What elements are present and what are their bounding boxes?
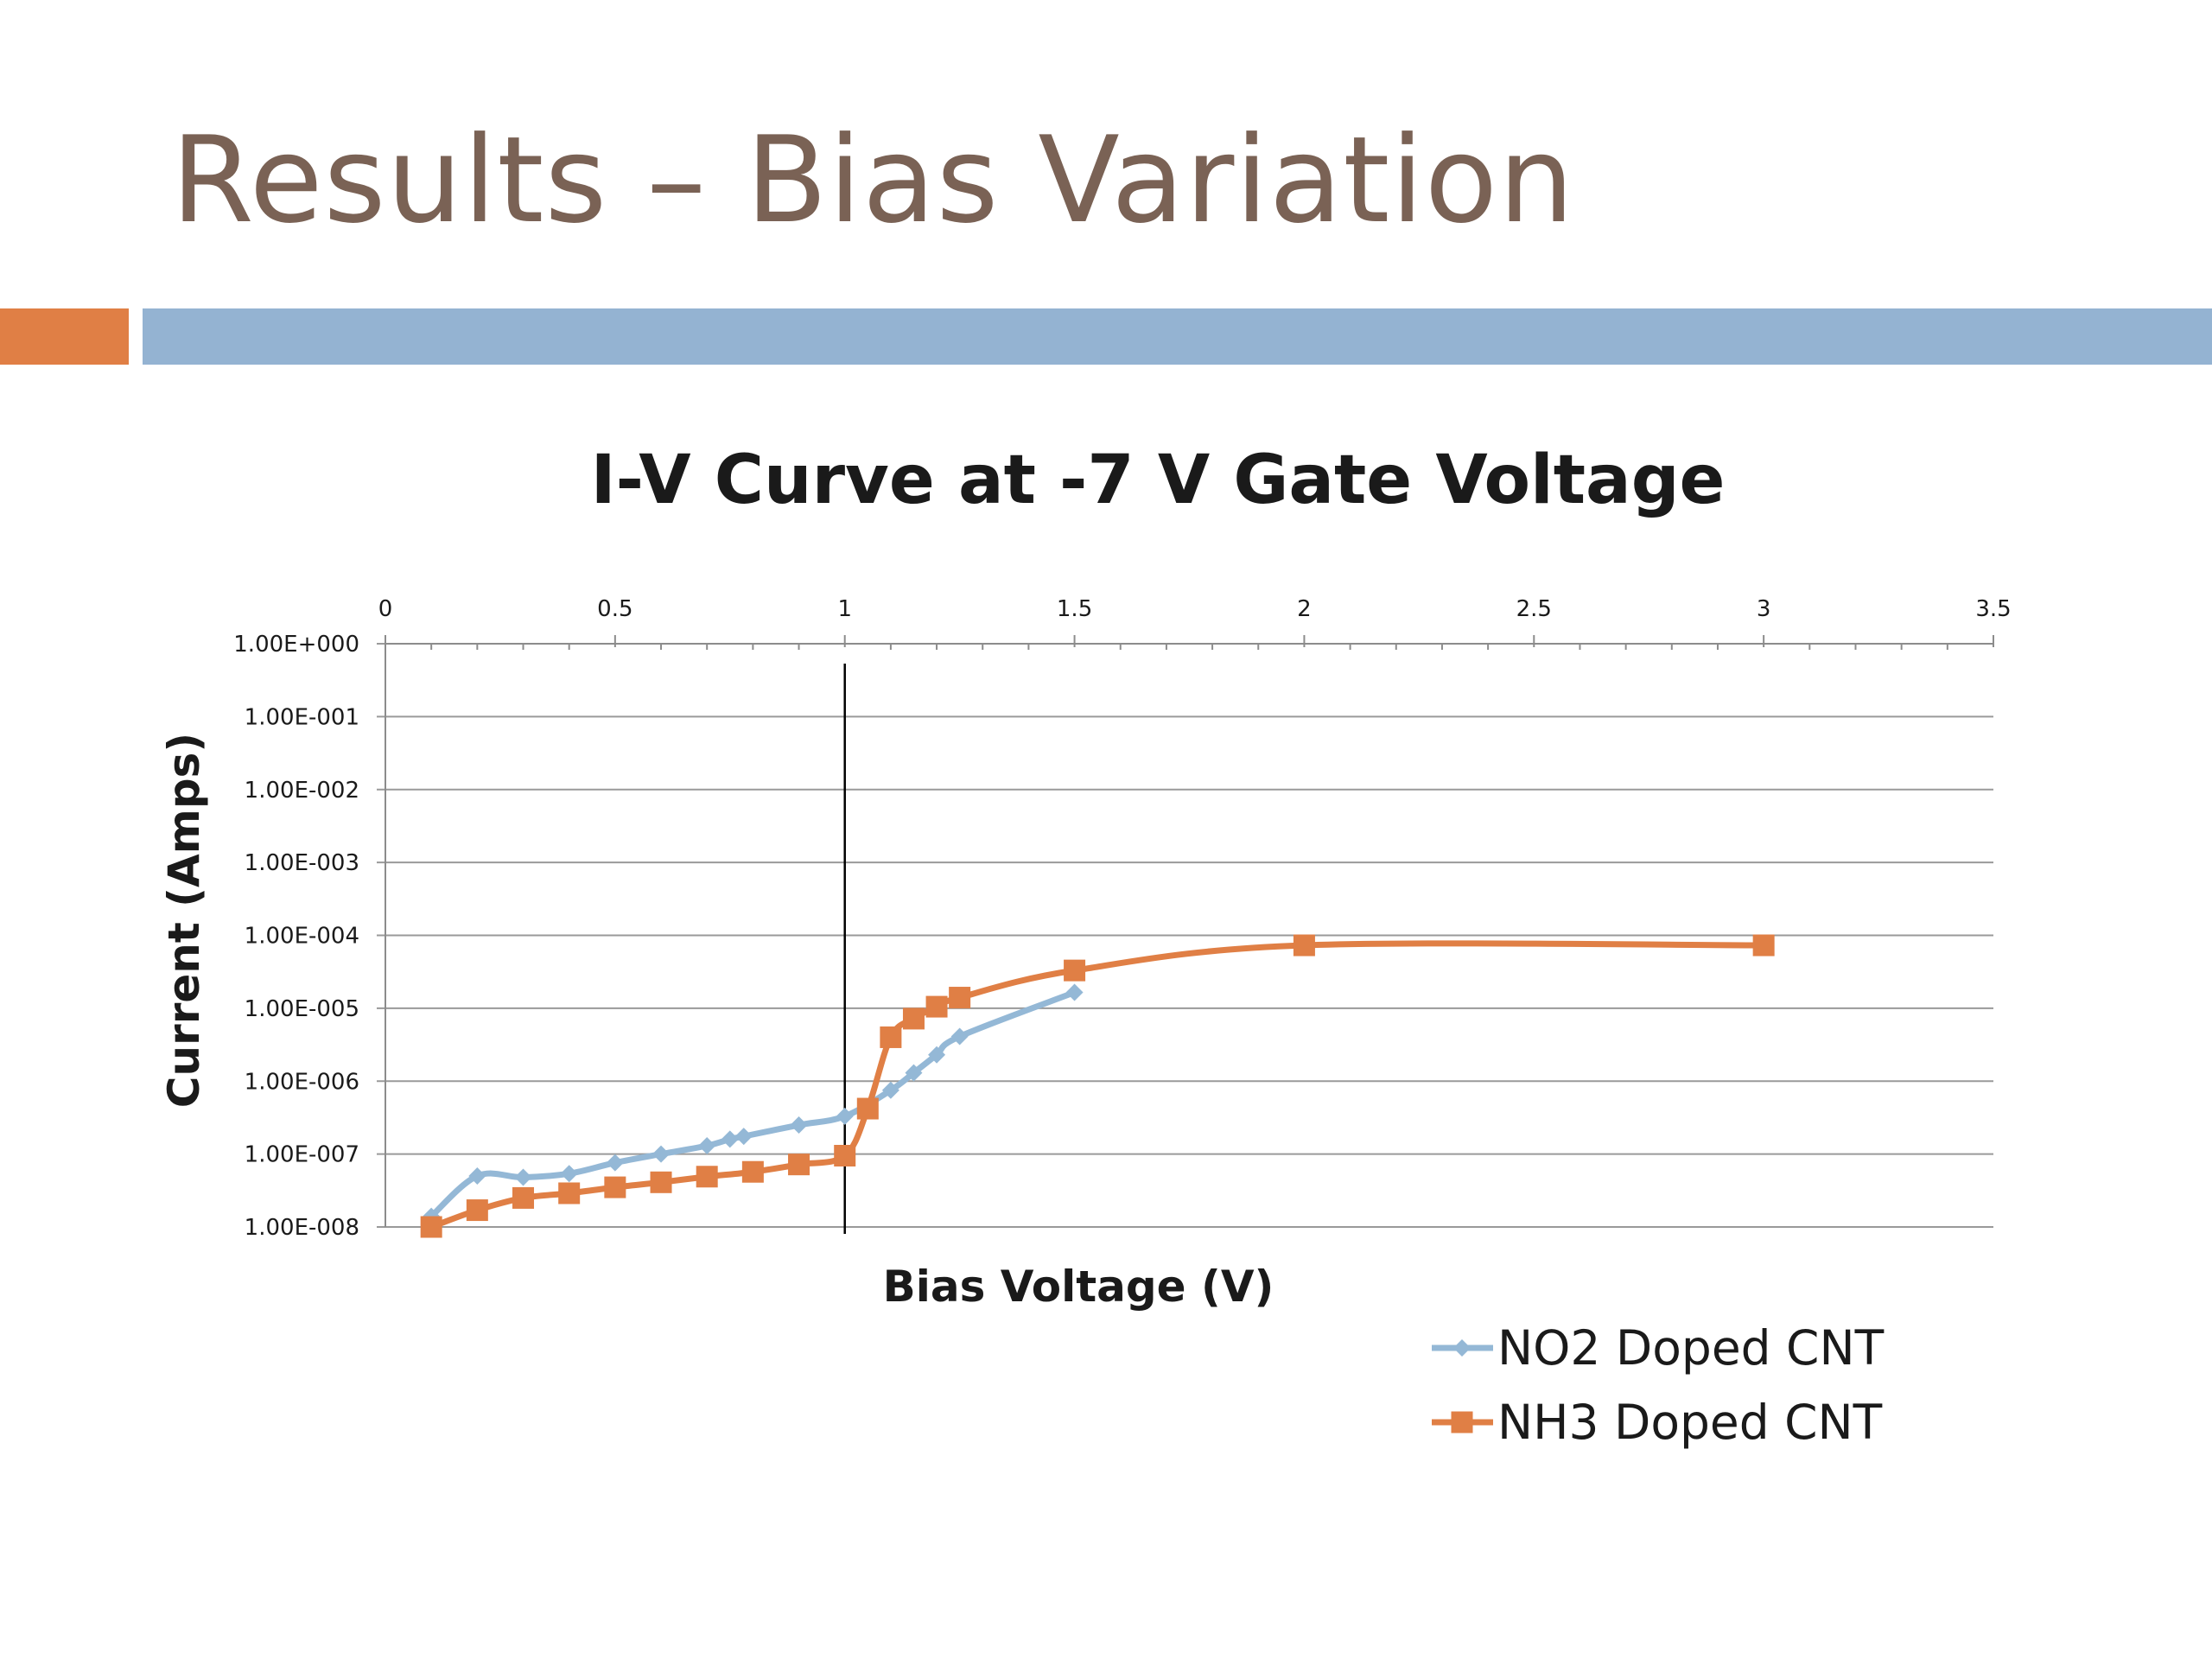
- data-point: [949, 987, 971, 1009]
- y-tick-label: 1.00E-004: [245, 924, 359, 950]
- data-point: [466, 1199, 488, 1222]
- y-tick-label: 1.00E-005: [245, 996, 359, 1022]
- x-tick-label: 3.5: [1975, 596, 2011, 622]
- series-nh3: [420, 934, 1775, 1238]
- data-point: [836, 1107, 854, 1125]
- y-tick-label: 1.00E-008: [245, 1215, 359, 1241]
- x-tick-label: 0.5: [597, 596, 632, 622]
- slide-title: Results – Bias Variation: [171, 111, 1575, 250]
- data-point: [950, 1027, 969, 1046]
- y-tick-label: 1.00E-001: [245, 704, 359, 730]
- data-point: [856, 1097, 879, 1120]
- data-point: [834, 1145, 856, 1167]
- data-point: [604, 1176, 626, 1198]
- accent-bar: [0, 308, 129, 365]
- y-tick-label: 1.00E-003: [245, 850, 359, 876]
- series-line: [429, 940, 1764, 1230]
- y-axis-title: Current (Amps): [159, 733, 209, 1108]
- legend-label: NO2 Doped CNT: [1497, 1320, 1885, 1376]
- data-point: [902, 1007, 925, 1030]
- legend-marker: [1453, 1339, 1471, 1357]
- legend-item: NH3 Doped CNT: [1432, 1395, 1883, 1450]
- y-tick-label: 1.00E-007: [245, 1142, 359, 1168]
- data-point: [1065, 983, 1084, 1001]
- chart-title: I-V Curve at -7 V Gate Voltage: [591, 442, 1726, 519]
- data-point: [420, 1216, 442, 1238]
- data-point: [734, 1128, 753, 1146]
- x-tick-label: 2: [1297, 596, 1312, 622]
- data-point: [905, 1064, 923, 1082]
- data-point: [606, 1154, 624, 1172]
- data-point: [1752, 934, 1775, 957]
- legend-item: NO2 Doped CNT: [1432, 1320, 1885, 1376]
- series-no2: [423, 983, 1084, 1225]
- series-line: [429, 989, 1076, 1219]
- axes: 1.00E+000 1.00E-001 1.00E-002 1.00E-003 1.00…: [233, 596, 2011, 1241]
- x-tick-label: 2.5: [1516, 596, 1552, 622]
- legend: NO2 Doped CNT NH3 Doped CNT: [1432, 1320, 1885, 1450]
- data-point: [790, 1116, 808, 1135]
- data-point: [652, 1145, 671, 1163]
- data-point: [560, 1165, 578, 1183]
- data-point: [558, 1182, 581, 1205]
- data-point: [650, 1171, 672, 1193]
- legend-marker: [1451, 1411, 1473, 1433]
- data-point: [788, 1154, 810, 1176]
- data-point: [512, 1186, 535, 1209]
- data-point: [514, 1168, 532, 1186]
- data-point: [881, 1081, 899, 1099]
- x-tick-label: 1: [837, 596, 852, 622]
- data-point: [928, 1046, 946, 1064]
- legend-label: NH3 Doped CNT: [1497, 1395, 1883, 1450]
- data-point: [698, 1137, 716, 1155]
- x-tick-label: 0: [378, 596, 393, 622]
- x-tick-label: 3: [1757, 596, 1771, 622]
- y-tick-label: 1.00E-006: [245, 1069, 359, 1095]
- y-tick-label: 1.00E-002: [245, 778, 359, 804]
- gridlines: [377, 643, 1993, 1228]
- data-point: [468, 1167, 486, 1185]
- y-tick-label: 1.00E+000: [233, 632, 359, 658]
- data-point: [880, 1026, 902, 1048]
- x-axis-title: Bias Voltage (V): [883, 1262, 1274, 1312]
- data-point: [1293, 934, 1315, 957]
- data-point: [1064, 959, 1086, 982]
- header-divider-bar: [143, 308, 2212, 365]
- data-point: [741, 1160, 764, 1183]
- data-point: [721, 1130, 739, 1148]
- series-layer: [420, 934, 1775, 1238]
- x-tick-label: 1.5: [1057, 596, 1092, 622]
- data-point: [696, 1166, 718, 1188]
- data-point: [925, 995, 948, 1018]
